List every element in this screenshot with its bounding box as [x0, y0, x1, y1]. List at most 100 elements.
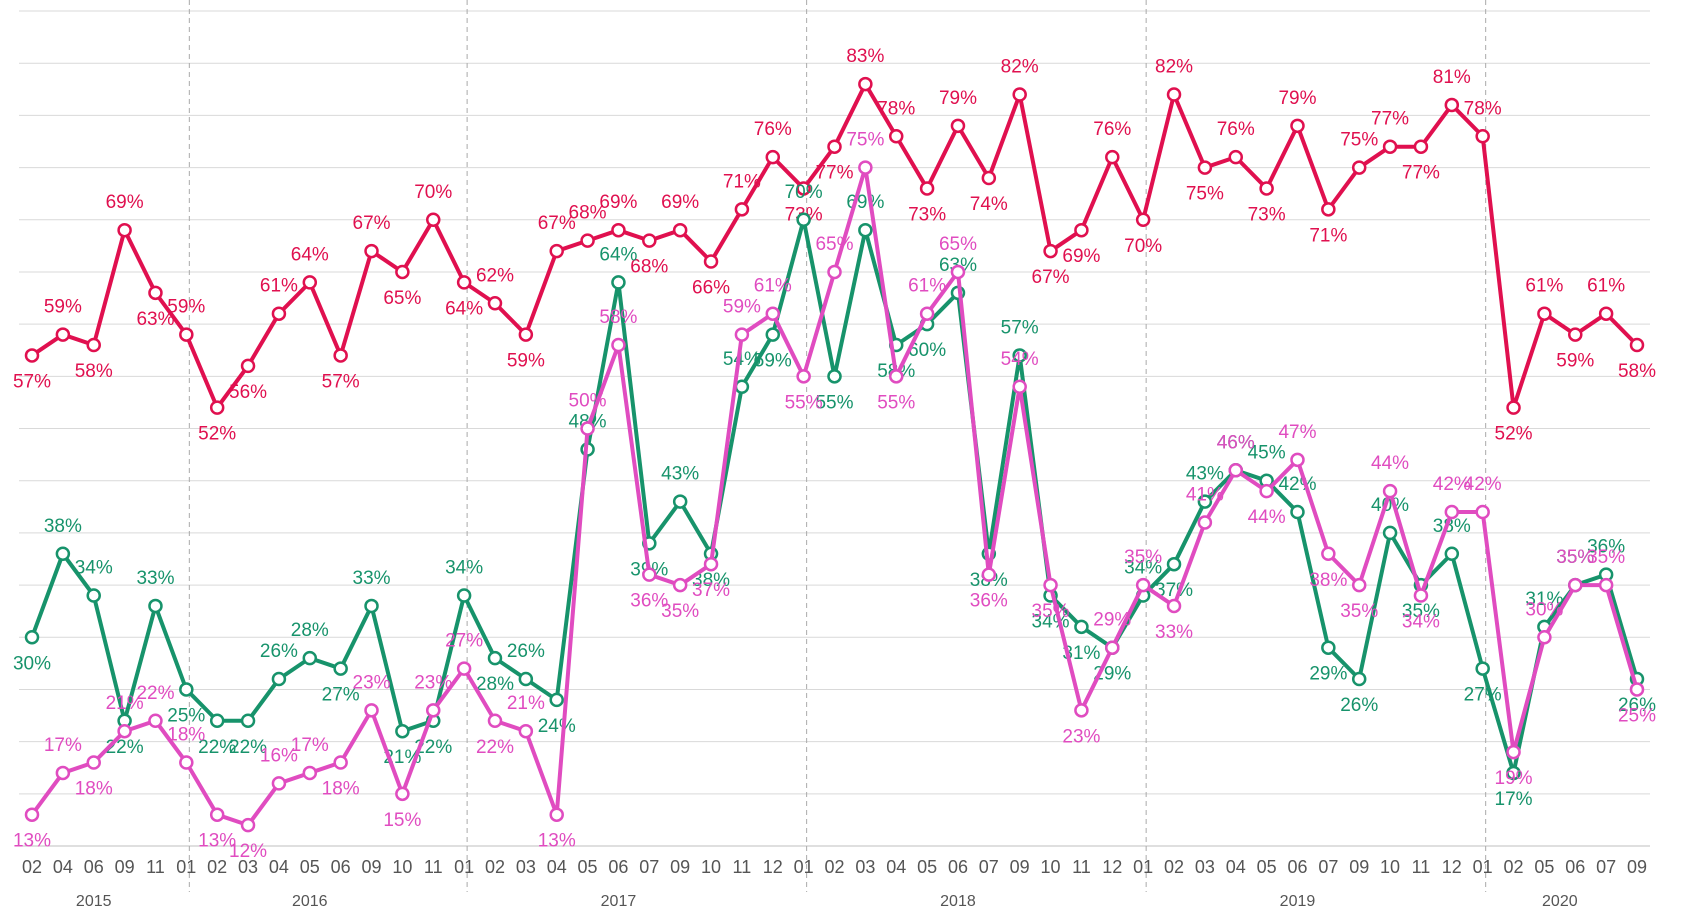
point-marker: [734, 379, 750, 394]
data-label: 21%: [507, 693, 545, 714]
data-label: 44%: [1248, 507, 1286, 528]
data-label: 70%: [785, 182, 823, 203]
data-label: 38%: [692, 570, 730, 591]
x-tick-label: 04: [547, 857, 567, 877]
data-label: 63%: [136, 309, 174, 330]
data-label: 34%: [1124, 558, 1162, 579]
point-marker: [1382, 525, 1398, 541]
data-label: 76%: [754, 119, 792, 140]
x-tick-label: 03: [516, 857, 536, 877]
point-marker: [611, 222, 626, 238]
point-marker: [302, 650, 318, 666]
data-label: 33%: [136, 568, 174, 589]
data-label: 69%: [106, 192, 144, 213]
x-tick-label: 04: [53, 857, 73, 877]
point-marker: [1043, 577, 1058, 593]
point-marker: [1228, 149, 1243, 165]
point-marker: [1568, 577, 1583, 593]
data-label: 23%: [353, 672, 391, 693]
data-label: 18%: [322, 779, 360, 800]
x-tick-label: 01: [1133, 857, 1153, 877]
point-marker: [148, 713, 163, 728]
data-label: 15%: [383, 810, 421, 831]
point-marker: [364, 598, 379, 614]
x-tick-label: 01: [1473, 857, 1493, 877]
data-label: 68%: [630, 257, 668, 278]
point-marker: [1228, 463, 1243, 478]
point-marker: [209, 400, 225, 415]
data-label: 64%: [291, 244, 329, 265]
point-marker: [364, 243, 379, 259]
data-label: 36%: [630, 591, 668, 612]
data-label: 26%: [1618, 695, 1656, 716]
point-marker: [1321, 546, 1336, 561]
point-marker: [1290, 504, 1305, 520]
point-marker: [950, 118, 966, 134]
data-label: 58%: [1618, 361, 1656, 382]
data-label: 74%: [970, 194, 1008, 215]
data-label: 65%: [383, 288, 421, 309]
data-label: 75%: [846, 130, 884, 151]
data-label: 26%: [260, 641, 298, 662]
data-label: 75%: [1340, 130, 1378, 151]
point-marker: [518, 723, 534, 739]
point-marker: [1598, 577, 1614, 593]
x-tick-label: 07: [1318, 857, 1338, 877]
data-label: 59%: [44, 297, 82, 318]
point-marker: [1475, 129, 1490, 144]
x-tick-label: 03: [238, 857, 258, 877]
x-tick-label: 06: [608, 857, 628, 877]
point-marker: [1351, 577, 1367, 593]
point-marker: [333, 348, 348, 363]
data-label: 43%: [661, 464, 699, 485]
data-label: 69%: [661, 192, 699, 213]
point-marker: [395, 786, 410, 802]
point-marker: [395, 264, 410, 280]
point-marker: [1197, 160, 1213, 175]
point-marker: [1629, 337, 1645, 353]
data-label: 35%: [1124, 547, 1162, 568]
point-marker: [456, 588, 472, 603]
data-label: 59%: [167, 297, 205, 318]
x-tick-label: 02: [1164, 857, 1184, 877]
data-label: 46%: [1217, 432, 1255, 453]
data-label: 61%: [1587, 276, 1625, 297]
x-tick-label: 04: [886, 857, 906, 877]
point-marker: [1382, 139, 1398, 154]
point-marker: [1506, 744, 1521, 760]
data-label: 79%: [939, 88, 977, 109]
point-marker: [703, 254, 719, 269]
data-label: 69%: [1062, 246, 1100, 267]
point-marker: [734, 327, 750, 342]
point-marker: [1413, 588, 1429, 603]
point-marker: [1475, 661, 1490, 676]
point-marker: [611, 337, 626, 353]
data-label: 59%: [1556, 351, 1594, 372]
x-group-label: 2018: [940, 893, 976, 910]
x-tick-label: 04: [1226, 857, 1246, 877]
x-tick-label: 07: [979, 857, 999, 877]
data-label: 25%: [1618, 705, 1656, 726]
point-marker: [888, 369, 904, 384]
data-label: 55%: [815, 392, 853, 413]
point-marker: [179, 327, 194, 342]
point-marker: [1598, 306, 1614, 321]
data-label: 79%: [1278, 88, 1316, 109]
point-marker: [765, 149, 781, 165]
point-marker: [55, 546, 71, 561]
data-label: 71%: [723, 171, 761, 192]
data-label: 52%: [198, 424, 236, 445]
point-marker: [55, 765, 71, 781]
point-marker: [1197, 494, 1213, 509]
data-label: 41%: [1186, 484, 1224, 505]
point-marker: [796, 181, 811, 196]
point-marker: [1074, 703, 1089, 718]
data-label: 37%: [692, 580, 730, 601]
data-label: 30%: [1525, 599, 1563, 620]
point-marker: [580, 421, 595, 436]
x-tick-label: 12: [1102, 857, 1122, 877]
point-marker: [1351, 160, 1367, 175]
data-label: 68%: [569, 203, 607, 224]
point-marker: [611, 275, 626, 290]
